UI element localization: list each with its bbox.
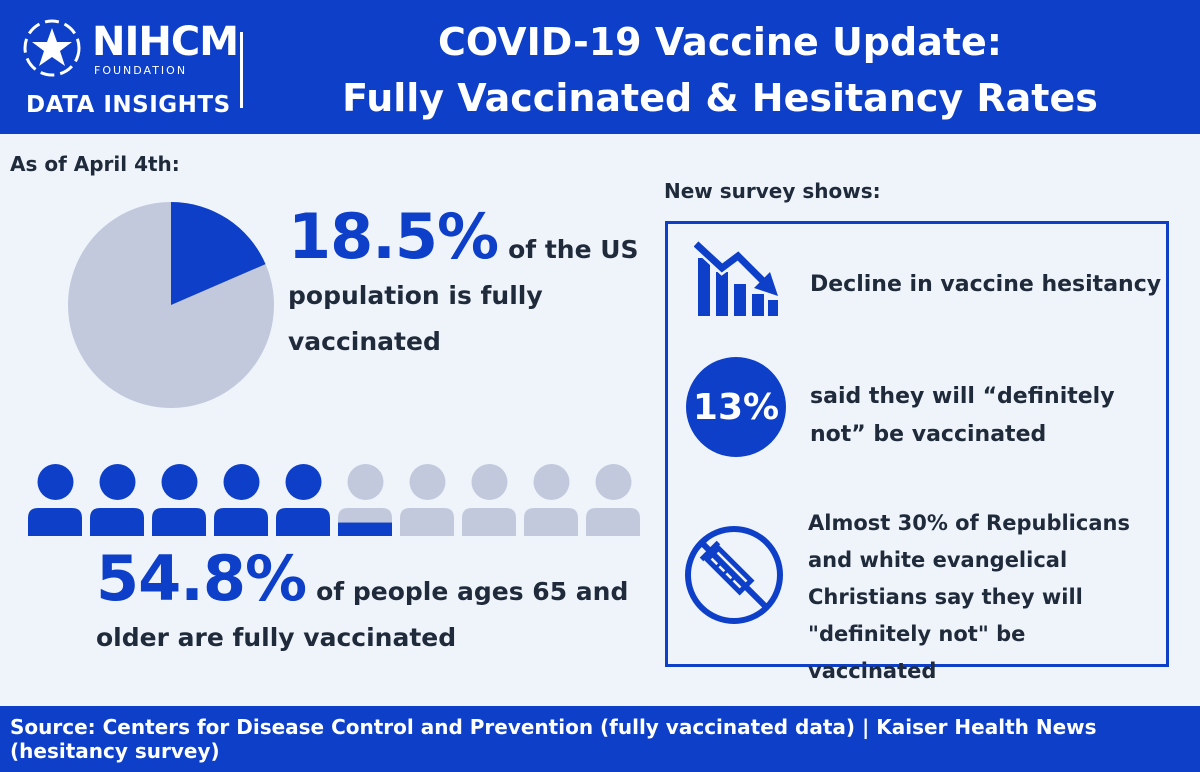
seniors-vaccinated-value: 54.8% [96, 542, 307, 615]
title-line-1: COVID-19 Vaccine Update: [438, 20, 1002, 64]
person-figure [152, 464, 206, 536]
us-vaccinated-text: of the US population is fully vaccinated [288, 235, 639, 356]
definitely-not-text: said they will “definitely not” be vacci… [810, 384, 1115, 447]
republicans-evangelicals-text: Almost 30% of Republicans and white evan… [808, 511, 1130, 683]
decline-text: Decline in vaccine hesitancy [810, 272, 1162, 297]
person-figure [338, 464, 392, 536]
source-footer: Source: Centers for Disease Control and … [0, 706, 1200, 772]
us-vaccinated-value: 18.5% [288, 200, 499, 273]
no-syringe-icon [685, 526, 783, 624]
header-banner: NIHCM FOUNDATION DATA INSIGHTS COVID-19 … [0, 0, 1200, 134]
page-title: COVID-19 Vaccine Update: Fully Vaccinate… [270, 14, 1170, 126]
person-partial-fill [338, 522, 392, 536]
person-figure [524, 464, 578, 536]
us-vaccinated-stat: 18.5% of the US population is fully vacci… [288, 206, 648, 365]
header-divider [240, 32, 243, 108]
person-figure [276, 464, 330, 536]
pie-vaccinated-slice [171, 202, 266, 305]
person-figure [462, 464, 516, 536]
person-figure [90, 464, 144, 536]
survey-label: New survey shows: [664, 179, 881, 203]
person-figure [400, 464, 454, 536]
survey-box [665, 221, 1169, 667]
logo-tagline: DATA INSIGHTS [26, 92, 231, 118]
person-figure [586, 464, 640, 536]
title-line-2: Fully Vaccinated & Hesitancy Rates [342, 76, 1098, 120]
star-logo-icon [23, 19, 81, 77]
fully-vaccinated-pie [68, 202, 274, 408]
person-figure [28, 464, 82, 536]
seniors-vaccinated-stat: 54.8% of people ages 65 and older are ful… [96, 548, 636, 661]
logo-foundation: FOUNDATION [94, 64, 188, 77]
logo-name: NIHCM [92, 19, 239, 65]
thirteen-percent-badge: 13% [686, 357, 786, 457]
as-of-date: As of April 4th: [10, 152, 180, 176]
declining-bar-chart-icon [694, 240, 778, 316]
people-pictogram [28, 464, 640, 536]
person-figure [214, 464, 268, 536]
seniors-vaccinated-text: of people ages 65 and older are fully va… [96, 577, 629, 652]
